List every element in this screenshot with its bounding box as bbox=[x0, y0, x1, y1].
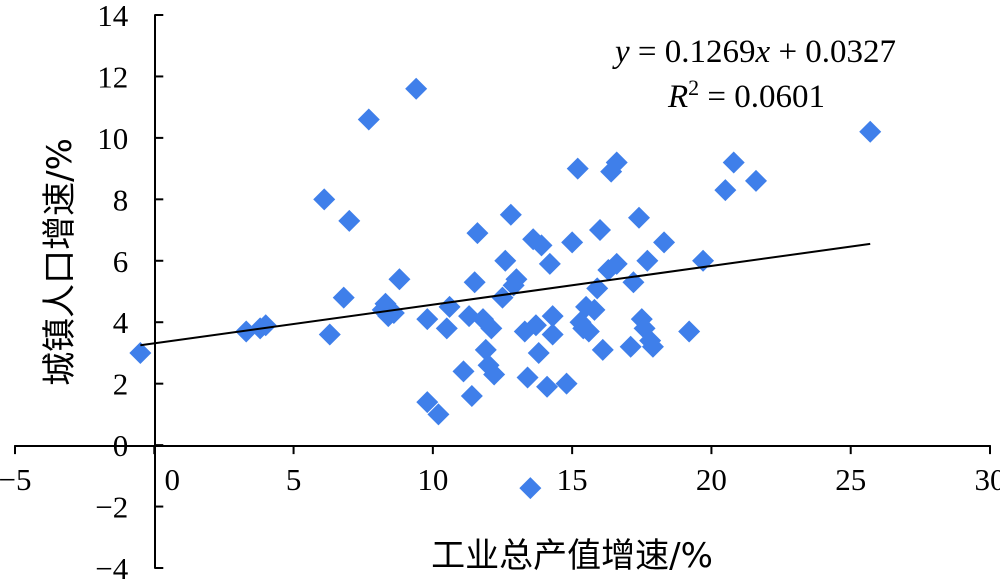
regression-equation: y = 0.1269x + 0.0327 bbox=[612, 34, 896, 70]
data-point bbox=[499, 203, 522, 226]
data-point bbox=[561, 231, 584, 254]
x-tick-label: 20 bbox=[696, 462, 727, 497]
data-point bbox=[541, 323, 564, 346]
x-axis-title: 工业总产值增速/% bbox=[431, 536, 713, 576]
data-point bbox=[678, 320, 701, 343]
y-tick-label: 4 bbox=[113, 305, 129, 340]
data-point bbox=[619, 335, 642, 358]
data-point bbox=[653, 231, 676, 254]
data-point bbox=[577, 320, 600, 343]
data-point bbox=[332, 286, 355, 309]
data-point bbox=[474, 338, 497, 361]
data-point bbox=[591, 338, 614, 361]
data-point bbox=[416, 391, 439, 414]
data-point bbox=[722, 151, 745, 174]
data-point bbox=[605, 151, 628, 174]
data-points bbox=[129, 77, 882, 500]
data-point bbox=[463, 271, 486, 294]
data-point bbox=[605, 252, 628, 275]
x-axis: −5 0 5 10 15 20 25 30 bbox=[0, 445, 1000, 497]
data-point bbox=[494, 249, 517, 272]
y-tick-label: 8 bbox=[113, 182, 129, 217]
data-point bbox=[435, 317, 458, 340]
y-tick-label: 6 bbox=[113, 244, 129, 279]
x-tick-label: 5 bbox=[286, 462, 302, 497]
data-point bbox=[555, 372, 578, 395]
data-point bbox=[538, 252, 561, 275]
y-tick-label: −4 bbox=[95, 551, 128, 579]
data-point bbox=[313, 188, 336, 211]
data-point bbox=[636, 249, 659, 272]
data-point bbox=[566, 157, 589, 180]
data-point bbox=[427, 403, 450, 426]
data-point bbox=[129, 341, 152, 364]
data-point bbox=[460, 384, 483, 407]
x-tick-label: 25 bbox=[835, 462, 866, 497]
data-point bbox=[480, 317, 503, 340]
y-tick-label: −2 bbox=[95, 490, 128, 525]
data-point bbox=[452, 360, 475, 383]
data-point bbox=[483, 363, 506, 386]
y-tick-label: 14 bbox=[97, 0, 129, 33]
data-point bbox=[382, 302, 405, 325]
data-point bbox=[357, 108, 380, 131]
data-point bbox=[541, 305, 564, 328]
data-point bbox=[714, 179, 737, 202]
data-point bbox=[338, 209, 361, 232]
data-point bbox=[641, 335, 664, 358]
data-point bbox=[438, 295, 461, 318]
trendline bbox=[140, 242, 871, 347]
data-point bbox=[530, 234, 553, 257]
data-point bbox=[466, 222, 489, 245]
data-point bbox=[405, 77, 428, 100]
data-point bbox=[505, 268, 528, 291]
r-squared: R2 = 0.0601 bbox=[667, 75, 825, 115]
data-point bbox=[527, 341, 550, 364]
data-point bbox=[589, 219, 611, 242]
data-point bbox=[536, 375, 559, 398]
data-point bbox=[524, 314, 547, 337]
y-axis-title: 城镇人口增速/% bbox=[40, 138, 80, 386]
x-tick-label: 15 bbox=[557, 462, 588, 497]
data-point bbox=[516, 366, 539, 389]
y-tick-label: 10 bbox=[97, 121, 128, 156]
data-point bbox=[388, 268, 411, 291]
data-point bbox=[318, 323, 341, 346]
y-tick-label: 12 bbox=[97, 59, 128, 94]
x-tick-label: 10 bbox=[417, 462, 448, 497]
data-point bbox=[583, 298, 606, 321]
x-tick-label: 30 bbox=[975, 462, 1000, 497]
x-tick-label: 0 bbox=[165, 462, 181, 497]
data-point bbox=[622, 271, 645, 294]
data-point bbox=[416, 308, 439, 331]
data-point bbox=[519, 477, 542, 500]
data-point bbox=[745, 169, 767, 192]
data-point bbox=[859, 120, 882, 143]
data-point bbox=[628, 206, 650, 229]
y-tick-label: 2 bbox=[113, 367, 129, 402]
data-point bbox=[254, 314, 277, 337]
x-tick-label: −5 bbox=[0, 462, 31, 497]
data-point bbox=[491, 286, 514, 309]
